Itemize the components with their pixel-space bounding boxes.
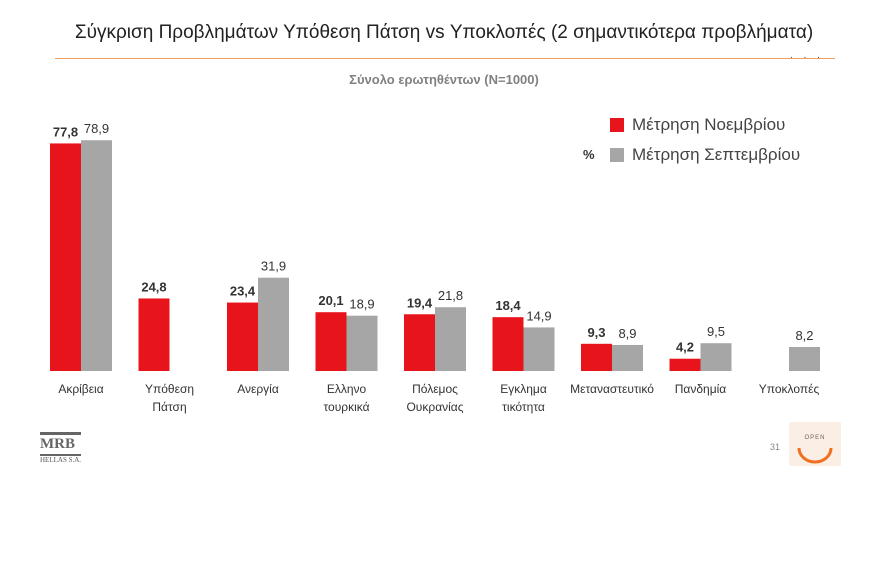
category-label-5-1: τικότητα bbox=[502, 400, 545, 414]
category-label-4-1: Ουκρανίας bbox=[406, 400, 463, 414]
category-label-4-0: Πόλεμος bbox=[412, 382, 458, 396]
bar-november-0 bbox=[50, 143, 81, 371]
legend-item-november: Μέτρηση Νοεμβρίου bbox=[610, 110, 800, 140]
chart-title: Σύγκριση Προβλημάτων Υπόθεση Πάτση vs Υπ… bbox=[74, 22, 814, 43]
decorative-dots: . . . bbox=[790, 50, 824, 61]
legend-swatch-november bbox=[610, 118, 624, 132]
data-label-november-2: 23,4 bbox=[230, 284, 256, 299]
legend-swatch-september bbox=[610, 148, 624, 162]
data-label-september-4: 21,8 bbox=[438, 288, 463, 303]
category-label-8-0: Υποκλοπές bbox=[759, 382, 820, 396]
category-label-7-0: Πανδημία bbox=[675, 382, 727, 396]
data-label-november-6: 9,3 bbox=[587, 325, 605, 340]
bar-september-0 bbox=[81, 140, 112, 371]
category-label-5-0: Εγκλημα bbox=[500, 382, 547, 396]
mrb-logo: MRB HELLAS S.A. bbox=[40, 432, 82, 464]
open-logo: OPEN bbox=[789, 422, 841, 466]
data-label-november-3: 20,1 bbox=[318, 293, 343, 308]
legend: Μέτρηση Νοεμβρίου Μέτρηση Σεπτεμβρίου bbox=[610, 110, 800, 170]
bar-september-3 bbox=[346, 315, 378, 371]
legend-label-november: Μέτρηση Νοεμβρίου bbox=[632, 115, 786, 134]
category-label-2-0: Ανεργία bbox=[237, 382, 279, 396]
data-label-november-4: 19,4 bbox=[407, 295, 433, 310]
category-label-6-0: Μεταναστευτικό bbox=[570, 382, 654, 396]
bar-november-1 bbox=[138, 298, 170, 371]
unit-label: % bbox=[583, 147, 595, 162]
bar-september-7 bbox=[700, 343, 732, 371]
bar-november-7 bbox=[669, 358, 701, 371]
data-label-november-1: 24,8 bbox=[141, 279, 166, 294]
data-label-september-7: 9,5 bbox=[707, 324, 725, 339]
bar-september-5 bbox=[523, 327, 555, 371]
category-label-3-0: Ελληνο bbox=[327, 382, 367, 396]
chart-subtitle: Σύνολο ερωτηθέντων (N=1000) bbox=[349, 72, 539, 87]
bar-november-4 bbox=[404, 314, 435, 371]
data-label-september-3: 18,9 bbox=[349, 297, 374, 312]
open-logo-text: OPEN bbox=[804, 435, 826, 441]
legend-item-september: Μέτρηση Σεπτεμβρίου bbox=[610, 140, 800, 170]
data-label-november-7: 4,2 bbox=[676, 340, 694, 355]
data-label-september-5: 14,9 bbox=[526, 308, 551, 323]
data-label-september-2: 31,9 bbox=[261, 259, 286, 274]
category-label-1-1: Πάτση bbox=[152, 400, 186, 414]
data-label-november-0: 77,8 bbox=[53, 124, 78, 139]
open-logo-ring bbox=[797, 447, 833, 464]
bar-november-2 bbox=[227, 302, 258, 371]
category-label-3-1: τουρκικά bbox=[323, 400, 369, 414]
mrb-logo-text: MRB bbox=[40, 432, 82, 456]
category-label-1-0: Υπόθεση bbox=[145, 382, 194, 396]
data-label-september-0: 78,9 bbox=[84, 121, 109, 136]
data-label-september-8: 8,2 bbox=[795, 328, 813, 343]
legend-label-september: Μέτρηση Σεπτεμβρίου bbox=[632, 145, 801, 164]
category-label-0-0: Ακρίβεια bbox=[58, 382, 103, 396]
bar-september-6 bbox=[612, 344, 643, 371]
bar-november-6 bbox=[581, 343, 612, 371]
title-divider bbox=[55, 58, 835, 59]
bar-september-4 bbox=[435, 307, 466, 371]
bar-september-8 bbox=[789, 347, 820, 371]
data-label-september-6: 8,9 bbox=[618, 326, 636, 341]
page-number: 31 bbox=[770, 442, 781, 452]
mrb-logo-subtext: HELLAS S.A. bbox=[40, 456, 82, 464]
data-label-november-5: 18,4 bbox=[495, 298, 521, 313]
bar-november-5 bbox=[492, 317, 524, 371]
bar-september-2 bbox=[258, 277, 289, 371]
bar-november-3 bbox=[315, 312, 347, 371]
